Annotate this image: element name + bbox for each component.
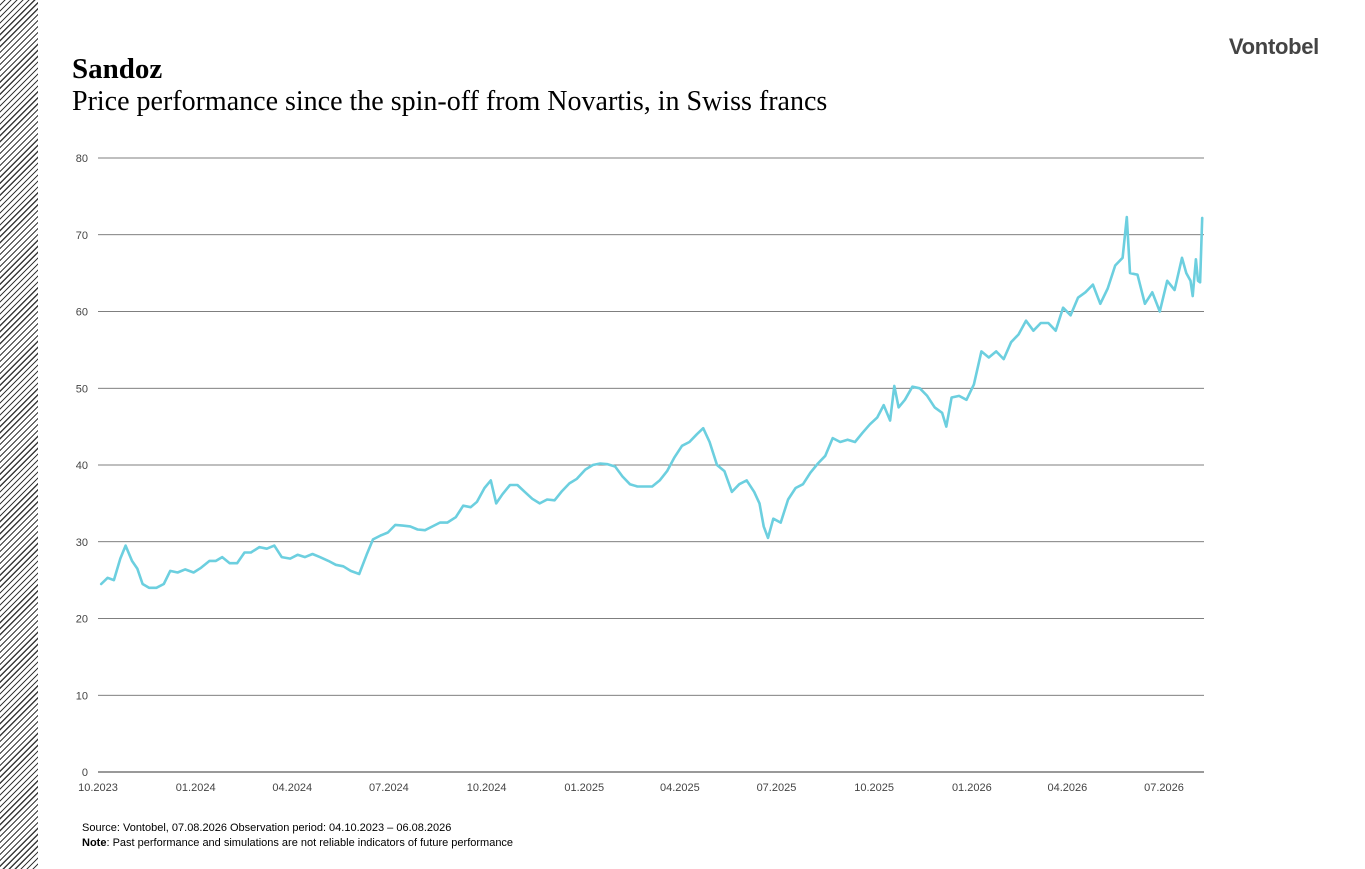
y-axis-tick-labels: 0 10 20 30 40 50 60 70 80 xyxy=(76,153,88,779)
chart-footer: Source: Vontobel, 07.08.2026 Observation… xyxy=(82,821,513,851)
y-tick-label: 40 xyxy=(76,460,88,472)
x-tick-label: 04.2026 xyxy=(1047,782,1087,794)
source-note: Source: Vontobel, 07.08.2026 Observation… xyxy=(82,822,452,834)
x-tick-label: 07.2024 xyxy=(369,782,409,794)
x-tick-label: 10.2024 xyxy=(467,782,507,794)
note-text: : Past performance and simulations are n… xyxy=(106,837,514,849)
y-tick-label: 0 xyxy=(82,767,88,779)
series-layer xyxy=(99,215,1204,590)
y-tick-label: 20 xyxy=(76,614,88,626)
disclaimer-note: Note: Past performance and simulations a… xyxy=(82,836,513,851)
note-label: Note xyxy=(82,837,107,849)
y-tick-label: 10 xyxy=(76,690,88,702)
hatched-side-band xyxy=(0,0,38,869)
gridlines xyxy=(98,157,1204,696)
price-series-line xyxy=(99,215,1204,590)
x-axis-tick-labels: 10.2023 01.2024 04.2024 07.2024 10.2024 01.20… xyxy=(78,782,1184,794)
x-tick-label: 01.2024 xyxy=(176,782,216,794)
x-tick-label: 01.2025 xyxy=(564,782,604,794)
y-tick-label: 50 xyxy=(76,383,88,395)
y-tick-label: 70 xyxy=(76,230,88,242)
chart-title: Sandoz xyxy=(72,53,163,85)
chart-subtitle: Price performance since the spin-off fro… xyxy=(72,86,828,117)
x-tick-label: 10.2025 xyxy=(854,782,894,794)
vontobel-logo: Vontobel xyxy=(1228,34,1319,59)
y-tick-label: 30 xyxy=(76,537,88,549)
x-tick-label: 07.2025 xyxy=(757,782,797,794)
y-tick-label: 60 xyxy=(76,307,88,319)
y-tick-label: 80 xyxy=(76,153,88,165)
x-tick-label: 01.2026 xyxy=(952,782,992,794)
x-tick-label: 04.2025 xyxy=(660,782,700,794)
x-tick-label: 04.2024 xyxy=(272,782,312,794)
x-tick-label: 07.2026 xyxy=(1144,782,1184,794)
x-tick-label: 10.2023 xyxy=(78,782,118,794)
